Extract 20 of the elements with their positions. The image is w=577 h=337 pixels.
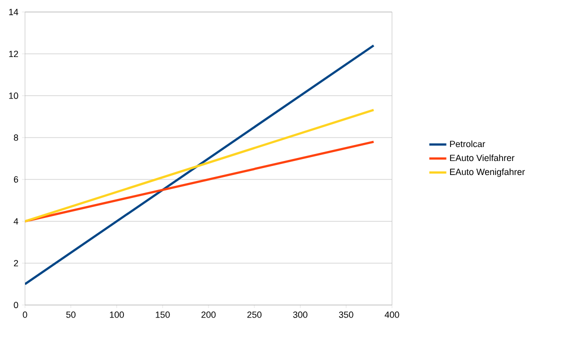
legend-label: EAuto Vielfahrer: [450, 154, 514, 162]
x-tick-label: 100: [110, 312, 124, 318]
legend-label: EAuto Wenigfahrer: [450, 168, 525, 177]
y-tick-label: 4: [14, 218, 18, 224]
x-tick-label: 150: [156, 312, 170, 318]
x-tick-label: 350: [338, 312, 354, 318]
y-tick-label: 6: [14, 176, 18, 183]
x-tick-label: 0: [22, 312, 28, 318]
y-tick-label: 14: [9, 8, 18, 16]
y-tick-label: 10: [9, 92, 18, 99]
y-tick-label: 2: [14, 260, 18, 266]
y-tick-label: 12: [9, 50, 18, 57]
x-tick-label: 400: [384, 312, 400, 318]
y-tick-label: 0: [14, 302, 18, 308]
x-tick-label: 50: [66, 312, 76, 318]
legend-label: Petrolcar: [450, 140, 486, 148]
x-tick-label: 200: [201, 312, 216, 318]
x-tick-label: 250: [247, 312, 262, 318]
x-tick-label: 300: [293, 312, 308, 318]
y-tick-label: 8: [14, 134, 18, 141]
